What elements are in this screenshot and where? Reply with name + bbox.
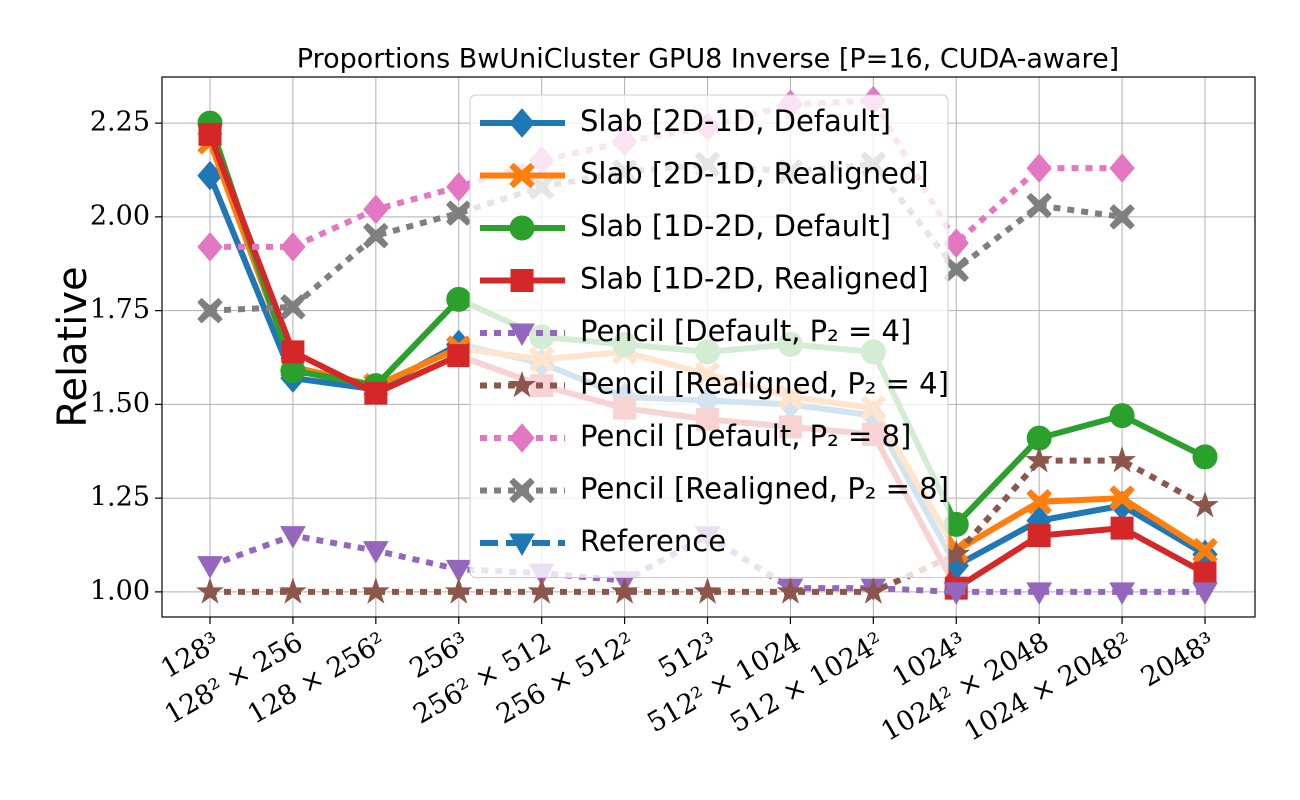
marker <box>197 556 223 579</box>
marker <box>1191 491 1219 518</box>
legend-label: Pencil [Default, P₂ = 4] <box>580 314 911 348</box>
marker <box>1026 489 1052 515</box>
marker <box>280 526 306 549</box>
legend-marker <box>509 323 535 347</box>
y-tick-label: 2.25 <box>90 107 150 138</box>
legend-marker <box>509 162 535 189</box>
marker <box>445 559 472 583</box>
marker <box>444 577 473 604</box>
marker <box>1192 537 1218 564</box>
legend-label: Slab [2D-1D, Realigned] <box>580 157 929 191</box>
marker <box>610 577 639 604</box>
marker <box>1192 582 1218 605</box>
legend-label: Pencil [Realigned, P₂ = 4] <box>580 367 949 401</box>
marker <box>859 577 888 604</box>
marker <box>363 222 389 249</box>
y-tick-label: 1.75 <box>90 294 150 325</box>
y-tick-label: 1.00 <box>90 575 150 606</box>
marker <box>1027 524 1051 548</box>
y-tick-label: 1.25 <box>90 482 150 513</box>
marker <box>279 577 307 604</box>
legend-marker <box>509 108 535 138</box>
marker <box>447 344 471 368</box>
series <box>196 446 1219 604</box>
marker <box>280 294 306 320</box>
marker <box>1026 192 1052 219</box>
legend-label: Slab [2D-1D, Default] <box>580 104 891 138</box>
marker <box>362 541 389 564</box>
legend-marker <box>509 533 535 557</box>
marker <box>943 582 970 605</box>
marker <box>281 340 305 364</box>
marker <box>446 172 472 202</box>
marker <box>196 577 224 604</box>
marker <box>1109 582 1135 605</box>
marker <box>363 194 389 225</box>
marker <box>1026 582 1053 605</box>
legend-label: Pencil [Default, P₂ = 8] <box>580 419 911 453</box>
legend-marker <box>509 215 535 241</box>
y-tick-label: 1.50 <box>90 388 150 419</box>
legend-label: Slab [1D-2D, Default] <box>580 209 891 243</box>
legend-marker <box>509 477 535 504</box>
plot-frame <box>161 76 1256 618</box>
legend-box <box>469 94 949 578</box>
marker <box>776 577 805 604</box>
legend-label: Pencil [Realigned, P₂ = 8] <box>580 472 949 506</box>
marker <box>364 381 388 405</box>
marker <box>280 232 306 262</box>
marker <box>446 286 472 312</box>
marker <box>1109 485 1135 511</box>
x-tick-label: 2048³ <box>1136 627 1220 694</box>
chart-title: Proportions BwUniCluster GPU8 Inverse [P… <box>297 44 1119 75</box>
marker <box>1109 204 1135 230</box>
marker <box>1193 561 1217 585</box>
marker <box>1108 446 1136 473</box>
legend-label: Slab [1D-2D, Realigned] <box>580 262 929 296</box>
marker <box>1109 153 1135 183</box>
legend-marker <box>510 269 534 292</box>
legend-label: Reference <box>580 524 726 558</box>
marker <box>1192 444 1218 470</box>
y-tick-label: 2.00 <box>90 200 150 231</box>
marker <box>361 577 390 604</box>
marker <box>693 577 722 604</box>
marker <box>527 577 556 604</box>
series-line <box>210 97 1123 250</box>
marker <box>197 232 223 262</box>
marker <box>197 297 223 324</box>
marker <box>1026 153 1052 183</box>
marker <box>1110 516 1134 540</box>
marker <box>1025 446 1054 473</box>
y-axis-label: Relative <box>50 266 96 427</box>
legend-marker <box>508 370 536 398</box>
marker <box>198 122 222 146</box>
marker <box>1109 403 1135 429</box>
legend-marker <box>509 423 535 453</box>
